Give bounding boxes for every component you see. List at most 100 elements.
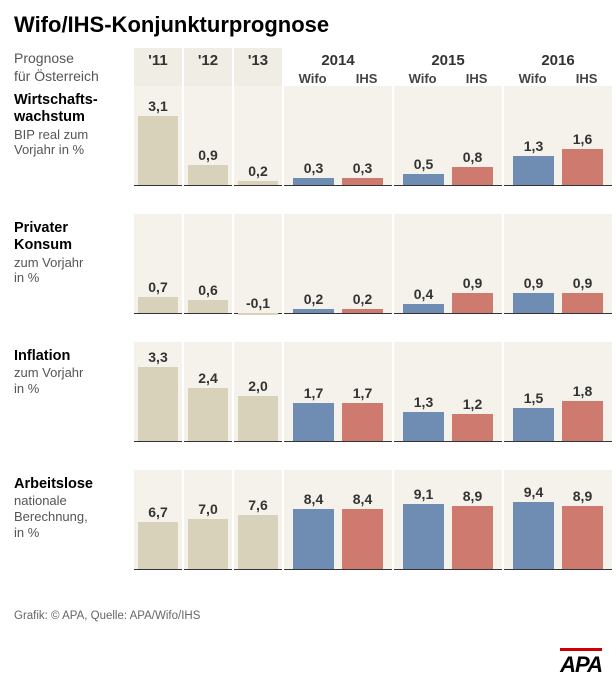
bar-value: 0,2: [353, 291, 372, 307]
bar-value: 9,4: [524, 484, 543, 500]
bar-forecast-2-0-0: 1,7: [293, 385, 333, 441]
bar-value: 6,7: [148, 504, 167, 520]
subhead-wifo: Wifo: [409, 71, 437, 86]
bar-cell-hist-2-1: 2,4: [184, 342, 232, 442]
bar-hist-0-0: 3,1: [138, 98, 178, 185]
bar-hist-2-2: 2,0: [238, 378, 278, 441]
bar-cell-forecast-1-0: 0,20,2: [284, 214, 392, 314]
bar-value: 0,2: [248, 163, 267, 179]
bar-cell-hist-3-2: 7,6: [234, 470, 282, 570]
bar-forecast-2-0-1: 1,7: [342, 385, 382, 441]
bar-hist-1-1: 0,6: [188, 282, 228, 313]
bar-forecast-0-1-1: 0,8: [452, 149, 492, 185]
bar-value: 0,9: [463, 275, 482, 291]
bar-cell-forecast-3-1: 9,1 8,9: [394, 470, 502, 570]
bar-forecast-1-2-0: 0,9: [513, 275, 553, 313]
bar-hist-0-2: 0,2: [238, 163, 278, 185]
bar-value: 7,6: [248, 497, 267, 513]
indicator-label-3: ArbeitslosenationaleBerechnung,in %: [14, 470, 132, 598]
bar-value: 0,9: [524, 275, 543, 291]
bar-value: 0,5: [414, 156, 433, 172]
bar-value: 1,7: [353, 385, 372, 401]
bar-cell-hist-2-0: 3,3: [134, 342, 182, 442]
bar-forecast-3-1-1: 8,9: [452, 488, 492, 569]
bar-cell-forecast-2-2: 1,5 1,8: [504, 342, 612, 442]
bar-value: 2,0: [248, 378, 267, 394]
bar-cell-hist-0-1: 0,9: [184, 86, 232, 186]
bar-cell-hist-1-0: 0,7: [134, 214, 182, 314]
bar-value: 0,3: [304, 160, 323, 176]
bar-value: 1,5: [524, 390, 543, 406]
bar-value: 9,1: [414, 486, 433, 502]
bar-value: 0,8: [463, 149, 482, 165]
bar-cell-forecast-0-1: 0,5 0,8: [394, 86, 502, 186]
apa-logo: APA: [560, 648, 602, 678]
col-header-forecast-1: 2015 WifoIHS: [394, 48, 502, 86]
bar-forecast-2-2-1: 1,8: [562, 383, 602, 441]
bar-cell-forecast-1-2: 0,9 0,9: [504, 214, 612, 314]
bar-hist-3-1: 7,0: [188, 501, 228, 569]
bar-value: 8,4: [304, 491, 323, 507]
col-header-hist-1: '12: [184, 48, 232, 86]
bar-cell-forecast-1-1: 0,4 0,9: [394, 214, 502, 314]
bar-cell-hist-1-1: 0,6: [184, 214, 232, 314]
indicator-label-1: PrivaterKonsumzum Vorjahrin %: [14, 214, 132, 342]
col-header-hist-2: '13: [234, 48, 282, 86]
page-title: Wifo/IHS-Konjunkturprognose: [14, 12, 602, 38]
bar-cell-hist-3-1: 7,0: [184, 470, 232, 570]
bar-value: 0,9: [573, 275, 592, 291]
bar-cell-hist-1-2: -0,1: [234, 214, 282, 314]
bar-forecast-1-0-1: 0,2: [342, 291, 382, 313]
subhead-wifo: Wifo: [299, 71, 327, 86]
indicator-label-2: Inflationzum Vorjahrin %: [14, 342, 132, 470]
bar-value: 8,4: [353, 491, 372, 507]
bar-value: 1,2: [463, 396, 482, 412]
bar-value: 3,1: [148, 98, 167, 114]
bar-value: 1,8: [573, 383, 592, 399]
bar-value: -0,1: [246, 295, 270, 311]
bar-cell-hist-2-2: 2,0: [234, 342, 282, 442]
bar-forecast-1-1-1: 0,9: [452, 275, 492, 313]
bar-forecast-0-2-1: 1,6: [562, 131, 602, 185]
bar-forecast-3-2-1: 8,9: [562, 488, 602, 569]
bar-value: 8,9: [573, 488, 592, 504]
bar-forecast-0-0-0: 0,3: [293, 160, 333, 185]
bar-forecast-3-0-0: 8,4: [293, 491, 333, 569]
bar-cell-forecast-3-2: 9,4 8,9: [504, 470, 612, 570]
bar-value: 0,4: [414, 286, 433, 302]
footer-credit: Grafik: © APA, Quelle: APA/Wifo/IHS: [0, 598, 616, 622]
bar-hist-3-0: 6,7: [138, 504, 178, 570]
col-header-hist-0: '11: [134, 48, 182, 86]
bar-cell-forecast-2-0: 1,7 1,7: [284, 342, 392, 442]
bar-hist-1-0: 0,7: [138, 279, 178, 313]
bar-value: 1,6: [573, 131, 592, 147]
bar-cell-forecast-2-1: 1,3 1,2: [394, 342, 502, 442]
bar-cell-forecast-0-0: 0,3 0,3: [284, 86, 392, 186]
indicator-label-0: Wirtschafts-wachstumBIP real zumVorjahr …: [14, 86, 132, 214]
col-header-forecast-2: 2016 WifoIHS: [504, 48, 612, 86]
bar-cell-forecast-0-2: 1,3 1,6: [504, 86, 612, 186]
bar-forecast-2-1-0: 1,3: [403, 394, 443, 441]
bar-forecast-1-1-0: 0,4: [403, 286, 443, 313]
subtitle: Prognosefür Österreich: [14, 48, 132, 86]
bar-forecast-1-2-1: 0,9: [562, 275, 602, 313]
bar-forecast-0-0-1: 0,3: [342, 160, 382, 185]
subhead-wifo: Wifo: [519, 71, 547, 86]
bar-value: 1,3: [414, 394, 433, 410]
bar-value: 0,3: [353, 160, 372, 176]
bar-hist-3-2: 7,6: [238, 497, 278, 569]
bar-hist-2-0: 3,3: [138, 349, 178, 441]
bar-forecast-2-1-1: 1,2: [452, 396, 492, 441]
bar-value: 0,7: [148, 279, 167, 295]
bar-value: 8,9: [463, 488, 482, 504]
col-header-forecast-0: 2014 WifoIHS: [284, 48, 392, 86]
bar-cell-hist-0-2: 0,2: [234, 86, 282, 186]
bar-forecast-2-2-0: 1,5: [513, 390, 553, 441]
subhead-ihs: IHS: [466, 71, 488, 86]
bar-value: 1,7: [304, 385, 323, 401]
bar-forecast-0-2-0: 1,3: [513, 138, 553, 185]
bar-cell-forecast-3-0: 8,4 8,4: [284, 470, 392, 570]
bar-value: 0,9: [198, 147, 217, 163]
subhead-ihs: IHS: [576, 71, 598, 86]
bar-hist-1-2: -0,1: [238, 295, 278, 313]
